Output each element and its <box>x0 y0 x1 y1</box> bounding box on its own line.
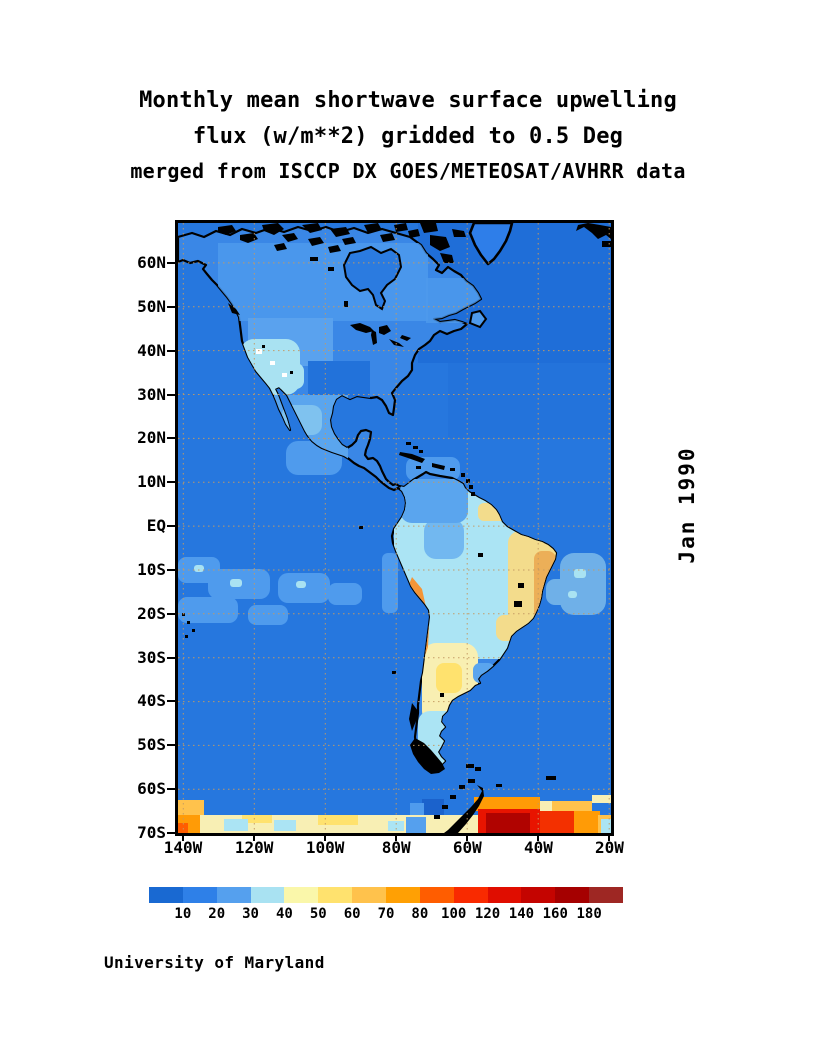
southern-islands <box>182 526 556 787</box>
colorbar-segment <box>555 887 590 903</box>
lat-tick <box>167 744 176 747</box>
lon-label: 100W <box>305 838 345 857</box>
lat-label: 20N <box>137 428 166 448</box>
map-svg <box>178 223 611 833</box>
arctic-islands <box>218 223 466 263</box>
lon-tick <box>537 833 540 841</box>
lat-tick <box>167 305 176 308</box>
lat-tick <box>167 393 176 396</box>
colorbar-segment <box>521 887 556 903</box>
lat-label: EQ <box>146 516 166 536</box>
lon-label: 20W <box>595 838 624 857</box>
lon-label: 140W <box>163 838 203 857</box>
antarctic-band <box>178 795 611 833</box>
colorbar-value: 180 <box>576 906 602 922</box>
colorbar-value: 10 <box>174 906 192 922</box>
lat-label: 30S <box>137 647 166 667</box>
lat-label: 50S <box>137 735 166 755</box>
lat-label: 10S <box>137 559 166 579</box>
credit-text: University of Maryland <box>104 953 325 972</box>
colorbar-value: 20 <box>208 906 226 922</box>
colorbar-value: 40 <box>275 906 293 922</box>
caribbean-islands <box>399 442 475 496</box>
figure-title-line2: flux (w/m**2) gridded to 0.5 Deg <box>192 124 624 149</box>
colorbar-segment <box>318 887 353 903</box>
lat-label: 30N <box>137 384 166 404</box>
lon-tick <box>253 833 256 841</box>
graticule <box>178 223 611 833</box>
colorbar-value: 50 <box>309 906 327 922</box>
lon-label: 60W <box>452 838 482 857</box>
lat-tick <box>167 481 176 484</box>
greenland <box>468 223 611 266</box>
lat-tick <box>167 568 176 571</box>
lat-label: 60S <box>137 779 166 799</box>
colorbar-value: 30 <box>242 906 259 922</box>
lat-tick <box>167 700 176 703</box>
dark-blue-patch <box>422 799 444 817</box>
lat-tick <box>167 349 176 352</box>
colorbar-segment <box>386 887 420 903</box>
colorbar-value: 70 <box>377 906 395 922</box>
lat-tick <box>167 437 176 440</box>
lon-tick <box>395 833 398 841</box>
colorbar-value: 120 <box>474 906 501 922</box>
lon-tick <box>324 833 327 841</box>
lon-label: 80W <box>381 838 411 857</box>
lat-tick <box>167 831 176 834</box>
colorbar-value: 100 <box>441 906 467 922</box>
lon-tick <box>608 833 611 841</box>
vancouver-island <box>228 303 240 315</box>
colorbar-value: 140 <box>508 906 535 922</box>
colorbar-segment <box>216 887 251 903</box>
lat-label: 20S <box>137 603 166 623</box>
colorbar-segment <box>149 887 183 903</box>
lon-label: 120W <box>234 838 274 857</box>
lat-label: 70S <box>137 822 166 842</box>
map-plot-area <box>175 220 614 836</box>
peninsula-islets <box>434 779 475 819</box>
lat-label: 60N <box>137 253 166 272</box>
figure-subtitle: merged from ISCCP DX GOES/METEOSAT/AVHRR… <box>130 159 686 183</box>
colorbar-value: 80 <box>411 906 429 922</box>
lon-label: 40W <box>523 838 553 857</box>
lat-tick <box>167 656 176 659</box>
colorbar-value: 60 <box>343 906 361 922</box>
lat-label: 40S <box>137 691 166 711</box>
date-side-label: Jan 1990 <box>675 446 699 564</box>
colorbar-segment <box>182 887 217 903</box>
lon-tick <box>466 833 469 841</box>
lat-tick <box>167 262 176 264</box>
lat-label: 50N <box>137 296 166 316</box>
colorbar-segment <box>352 887 387 903</box>
figure-title-line1: Monthly mean shortwave surface upwelling <box>139 88 677 113</box>
colorbar-segment <box>453 887 488 903</box>
colorbar-segment <box>487 887 522 903</box>
newfoundland <box>468 309 488 329</box>
colorbar-segment <box>589 887 624 903</box>
lat-tick <box>167 525 176 528</box>
lon-tick <box>182 833 184 841</box>
colorbar-value: 160 <box>542 906 568 922</box>
lat-tick <box>167 612 176 615</box>
colorbar <box>149 887 624 903</box>
lat-label: 10N <box>137 472 166 492</box>
ocean-patches <box>178 223 611 817</box>
lat-label: 40N <box>137 340 166 360</box>
lat-tick <box>167 788 176 791</box>
antarctic-peninsula <box>444 785 484 833</box>
colorbar-segment <box>419 887 454 903</box>
colorbar-segment <box>284 887 319 903</box>
colorbar-segment <box>250 887 285 903</box>
